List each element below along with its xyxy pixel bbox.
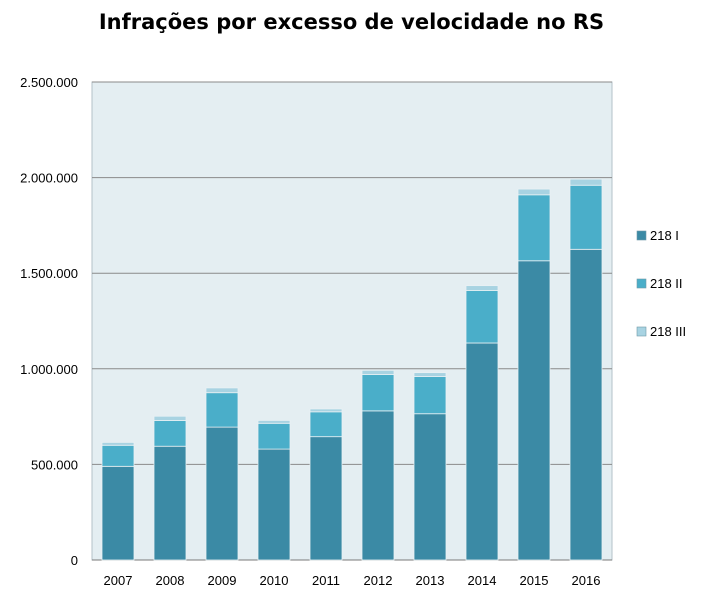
bar-segment bbox=[361, 369, 395, 375]
bar-segment bbox=[101, 444, 135, 467]
bar-segment bbox=[205, 426, 239, 561]
bar-segment bbox=[465, 285, 499, 291]
bar-segment bbox=[361, 410, 395, 561]
bar-segment bbox=[517, 188, 551, 196]
bar-segment bbox=[101, 442, 135, 446]
bar-segment bbox=[413, 413, 447, 561]
x-tick-label: 2011 bbox=[312, 573, 340, 588]
bar-segment bbox=[517, 260, 551, 561]
bar-segment bbox=[569, 178, 603, 186]
x-tick-label: 2015 bbox=[520, 573, 549, 588]
bar-segment bbox=[205, 387, 239, 394]
x-tick-label: 2016 bbox=[572, 573, 601, 588]
legend-swatch bbox=[636, 230, 647, 241]
x-tick-label: 2009 bbox=[208, 573, 237, 588]
y-tick-label: 2.500.000 bbox=[20, 75, 78, 90]
bar-segment bbox=[309, 436, 343, 561]
chart-title: Infrações por excesso de velocidade no R… bbox=[98, 10, 605, 34]
x-tick-label: 2010 bbox=[260, 573, 289, 588]
bar-segment bbox=[257, 422, 291, 450]
bar-segment bbox=[361, 374, 395, 412]
bar-segment bbox=[309, 408, 343, 413]
bar-segment bbox=[205, 392, 239, 428]
x-tick-label: 2007 bbox=[104, 573, 133, 588]
legend-label: 218 II bbox=[650, 276, 683, 291]
legend-swatch bbox=[636, 278, 647, 289]
bar-segment bbox=[101, 465, 135, 561]
bar-segment bbox=[153, 445, 187, 561]
bar-segment bbox=[153, 415, 187, 421]
y-tick-label: 2.000.000 bbox=[20, 171, 78, 186]
y-tick-label: 500.000 bbox=[31, 457, 78, 472]
x-tick-label: 2013 bbox=[416, 573, 445, 588]
y-tick-label: 1.000.000 bbox=[20, 362, 78, 377]
bar-segment bbox=[257, 420, 291, 424]
bar-segment bbox=[413, 372, 447, 377]
bar-segment bbox=[465, 342, 499, 561]
bar-segment bbox=[517, 194, 551, 262]
legend-label: 218 I bbox=[650, 228, 679, 243]
legend-label: 218 III bbox=[650, 324, 686, 339]
x-tick-label: 2012 bbox=[364, 573, 393, 588]
bar-segment bbox=[413, 376, 447, 415]
bar-segment bbox=[569, 248, 603, 561]
x-tick-label: 2008 bbox=[156, 573, 185, 588]
bar-segment bbox=[257, 448, 291, 561]
bar-segment bbox=[153, 420, 187, 447]
bar-segment bbox=[569, 184, 603, 250]
legend-swatch bbox=[636, 326, 647, 337]
bar-segment bbox=[309, 411, 343, 438]
y-tick-label: 1.500.000 bbox=[20, 266, 78, 281]
y-tick-label: 0 bbox=[71, 553, 78, 568]
x-tick-label: 2014 bbox=[468, 573, 497, 588]
bar-segment bbox=[465, 290, 499, 344]
